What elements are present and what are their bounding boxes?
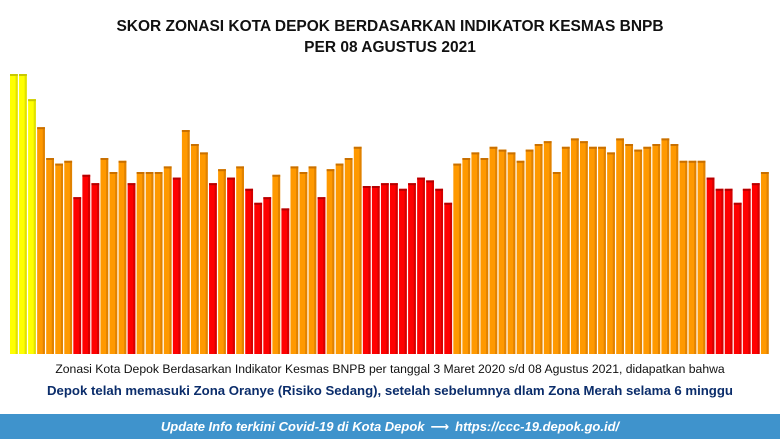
bar-orange — [670, 144, 679, 354]
footer-link[interactable]: https://ccc-19.depok.go.id/ — [455, 419, 620, 434]
bar-orange — [679, 160, 688, 354]
bar-orange — [489, 146, 498, 354]
bar-orange — [163, 166, 172, 354]
bar-orange — [525, 149, 534, 354]
arrow-right-icon: ⟶ — [430, 418, 450, 434]
bar-yellow — [19, 74, 27, 354]
bar-red — [417, 177, 425, 354]
bar-red — [227, 177, 235, 354]
bar-orange — [453, 163, 462, 354]
bar-orange — [290, 166, 299, 354]
bar-red — [91, 183, 100, 354]
bar-orange — [534, 144, 543, 354]
chart-caption: Zonasi Kota Depok Berdasarkan Indikator … — [55, 362, 725, 376]
bar-orange — [697, 160, 706, 354]
bar-orange — [616, 138, 624, 354]
bar-red — [172, 177, 181, 354]
bar-orange — [109, 172, 118, 354]
bar-orange — [299, 172, 308, 354]
bar-orange — [308, 166, 317, 354]
bar-red — [390, 183, 398, 354]
bar-orange — [580, 141, 588, 354]
bar-red — [408, 183, 416, 354]
bar-red — [715, 188, 724, 354]
chart-title-line-2: PER 08 AGUSTUS 2021 — [304, 39, 476, 56]
bar-orange — [652, 144, 661, 354]
bar-orange — [272, 174, 281, 354]
bar-orange — [55, 163, 64, 354]
bar-orange — [688, 160, 697, 354]
bar-red — [281, 208, 290, 354]
bar-red — [127, 183, 136, 354]
bar-red — [362, 186, 371, 354]
bar-orange — [561, 146, 570, 354]
bar-red — [435, 188, 444, 354]
bar-orange — [507, 152, 516, 354]
bar-orange — [100, 158, 109, 354]
bar-orange — [462, 158, 471, 354]
bar-red — [371, 186, 380, 354]
bar-orange — [498, 149, 507, 354]
bar-red — [444, 202, 453, 354]
chart-title-line-1: SKOR ZONASI KOTA DEPOK BERDASARKAN INDIK… — [116, 18, 664, 35]
bar-yellow — [10, 74, 18, 354]
bar-orange — [64, 160, 73, 354]
bar-yellow — [28, 99, 36, 354]
bar-red — [317, 197, 326, 354]
bar-orange — [181, 130, 190, 354]
bar-orange — [190, 144, 199, 354]
bar-red — [209, 183, 217, 354]
bar-red — [245, 188, 254, 354]
bar-red — [733, 202, 742, 354]
bar-orange — [625, 144, 634, 354]
bar-red — [399, 188, 407, 354]
bar-orange — [598, 146, 606, 354]
footer-text: Update Info terkini Covid-19 di Kota Dep… — [160, 419, 425, 434]
bar-orange — [634, 149, 643, 354]
bar-orange — [516, 160, 525, 354]
bar-orange — [218, 169, 226, 354]
bar-orange — [480, 158, 489, 354]
bar-orange — [552, 172, 561, 354]
bar-orange — [136, 172, 145, 354]
bar-red — [751, 183, 760, 354]
bar-red — [742, 188, 751, 354]
bar-red — [73, 197, 82, 354]
bar-orange — [37, 127, 45, 354]
bar-red — [263, 197, 272, 354]
bar-orange — [471, 152, 480, 354]
bar-orange — [760, 172, 769, 354]
bar-red — [380, 183, 389, 354]
bar-orange — [607, 152, 615, 354]
bar-red — [82, 174, 91, 354]
chart-title: SKOR ZONASI KOTA DEPOK BERDASARKAN INDIK… — [0, 16, 780, 58]
bar-orange — [154, 172, 163, 354]
bar-orange — [46, 158, 54, 354]
bar-orange — [326, 169, 335, 354]
bar-orange — [145, 172, 154, 354]
bar-red — [706, 177, 715, 354]
bar-orange — [661, 138, 670, 354]
bar-orange — [543, 141, 552, 354]
bar-orange — [344, 158, 353, 354]
bar-orange — [353, 146, 362, 354]
footer-banner: Update Info terkini Covid-19 di Kota Dep… — [0, 414, 780, 439]
bar-orange — [200, 152, 208, 354]
bar-red — [724, 188, 733, 354]
bar-red — [426, 180, 434, 354]
bar-orange — [236, 166, 244, 354]
chart-conclusion: Depok telah memasuki Zona Oranye (Risiko… — [47, 383, 733, 398]
bar-orange — [570, 138, 579, 354]
bar-orange — [589, 146, 597, 354]
bar-orange — [643, 146, 652, 354]
bar-orange — [118, 160, 127, 354]
bar-red — [254, 202, 263, 354]
bar-orange — [335, 163, 344, 354]
